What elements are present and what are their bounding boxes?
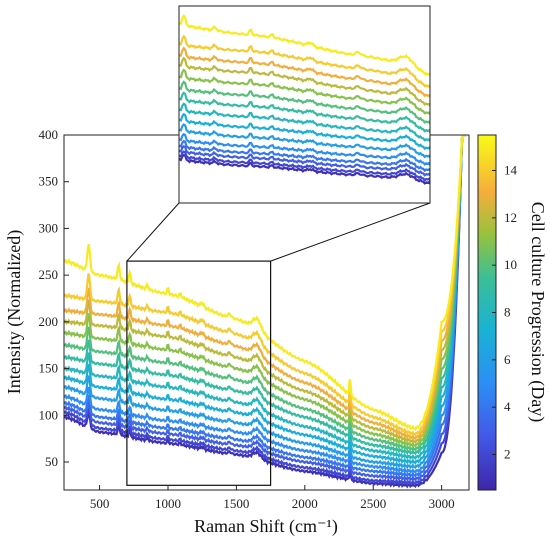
inset-series-line-day-6	[179, 123, 430, 159]
x-tick-label: 3000	[429, 496, 455, 511]
series-line-day-5	[64, 135, 467, 475]
zoom-connector-right	[270, 202, 431, 262]
colorbar-tick-label: 12	[504, 210, 517, 225]
y-axis-title: Intensity (Normalized)	[4, 230, 25, 394]
y-tick-label: 400	[39, 127, 59, 142]
y-tick-label: 300	[39, 220, 59, 235]
series-line-day-2	[64, 135, 467, 486]
series-line-day-9	[64, 135, 467, 456]
y-tick-label: 250	[39, 267, 59, 282]
inset-series-group	[179, 13, 430, 186]
inset-series-line-day-10	[179, 80, 430, 125]
colorbar-ticks: 2 4 6 8 10 12 14	[492, 163, 518, 462]
x-tick-label: 2500	[360, 496, 386, 511]
series-line-day-10	[64, 135, 467, 452]
colorbar-title: Cell culture Progression (Day)	[527, 202, 548, 422]
y-tick-label: 200	[39, 314, 59, 329]
x-axis-ticks: 500 1000 1500 2000 2500 3000	[90, 485, 455, 511]
y-tick-label: 50	[45, 454, 58, 469]
series-line-day-1	[64, 135, 467, 489]
inset-series-line-day-4	[179, 139, 430, 173]
inset-series-line-day-9	[179, 91, 430, 134]
colorbar-tick-label: 14	[504, 163, 518, 178]
inset-series-line-day-12	[179, 56, 430, 108]
y-axis-ticks: 50 100 150 200 250 300 350 400	[39, 127, 69, 469]
inset-series-line-day-8	[179, 102, 430, 143]
series-line-day-14	[64, 135, 467, 437]
series-line-day-8	[64, 135, 467, 461]
x-tick-label: 2000	[292, 496, 318, 511]
x-tick-label: 500	[90, 496, 110, 511]
colorbar-tick-label: 4	[504, 399, 511, 414]
inset-series-line-day-5	[179, 132, 430, 167]
inset-series-line-day-13	[179, 46, 430, 99]
inset-series-line-day-3	[179, 144, 430, 178]
inset-frame	[178, 5, 431, 204]
series-line-day-3	[64, 135, 467, 482]
colorbar-tick-label: 6	[504, 352, 511, 367]
x-tick-label: 1000	[155, 496, 181, 511]
series-line-day-12	[64, 135, 467, 445]
series-line-day-6	[64, 135, 467, 470]
y-tick-label: 100	[39, 407, 59, 422]
inset-series-line-day-2	[179, 150, 430, 182]
inset-series-line-day-7	[179, 112, 430, 151]
series-line-day-13	[64, 135, 467, 441]
colorbar-tick-label: 8	[504, 305, 511, 320]
series-line-day-15	[64, 135, 467, 432]
x-axis-title: Raman Shift (cm⁻¹)	[194, 516, 338, 537]
x-tick-label: 1500	[223, 496, 249, 511]
series-line-day-7	[64, 135, 467, 465]
colorbar-tick-label: 2	[504, 447, 511, 462]
zoom-region-box	[126, 260, 272, 486]
y-tick-label: 350	[39, 174, 59, 189]
zoom-connector-left	[126, 202, 180, 262]
inset-series-line-day-15	[179, 13, 430, 78]
inset-series-line-day-11	[179, 68, 430, 116]
main-series-group	[64, 135, 467, 489]
colorbar-tick-label: 10	[504, 257, 517, 272]
y-tick-label: 150	[39, 361, 59, 376]
inset-series-line-day-14	[179, 34, 430, 90]
inset-series-line-day-1	[179, 153, 430, 186]
series-line-day-11	[64, 135, 467, 448]
series-line-day-4	[64, 135, 467, 478]
